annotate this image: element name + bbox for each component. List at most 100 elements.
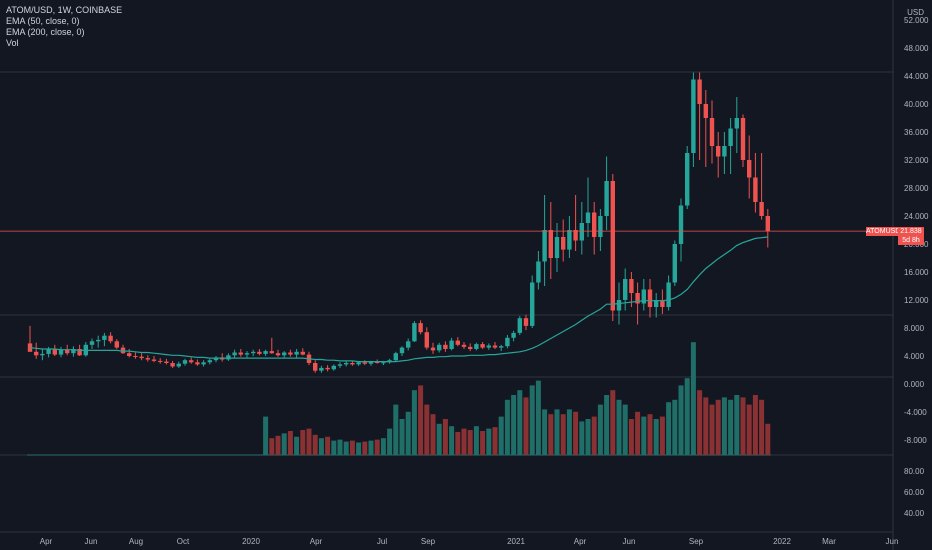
candle bbox=[691, 72, 696, 167]
candle bbox=[176, 361, 181, 368]
candle bbox=[238, 349, 243, 357]
indicator-axis[interactable]: 80.00 60.00 40.00 bbox=[904, 467, 925, 518]
volume-bar bbox=[635, 411, 641, 455]
last-price-value: 21.838 bbox=[900, 228, 922, 235]
candle bbox=[269, 337, 274, 354]
candle bbox=[294, 349, 299, 359]
candle bbox=[412, 321, 417, 342]
candle bbox=[592, 202, 597, 255]
candle bbox=[468, 343, 473, 352]
volume-bar bbox=[325, 436, 331, 455]
indicator-ema200[interactable]: EMA (200, close, 0) bbox=[6, 27, 85, 37]
volume-bar bbox=[548, 414, 554, 455]
volume-bar bbox=[498, 416, 504, 455]
x-tick-label: Jun bbox=[85, 537, 98, 546]
x-tick-label: Jun bbox=[886, 537, 899, 546]
volume-bar bbox=[697, 390, 703, 455]
candle bbox=[331, 364, 336, 371]
volume-bar bbox=[411, 390, 417, 455]
volume-bar bbox=[312, 434, 318, 455]
candle bbox=[443, 341, 448, 352]
candle bbox=[127, 349, 132, 358]
candle bbox=[561, 219, 566, 262]
candle bbox=[89, 338, 95, 349]
candle bbox=[449, 337, 454, 351]
candle bbox=[598, 209, 603, 251]
x-tick-label: 2020 bbox=[242, 537, 260, 546]
candle bbox=[418, 320, 423, 335]
candle bbox=[300, 348, 305, 356]
candle bbox=[480, 342, 485, 349]
volume-bar bbox=[628, 419, 634, 455]
candle bbox=[362, 360, 367, 366]
symbol-title[interactable]: ATOM/USD, 1W, COINBASE bbox=[6, 5, 123, 15]
y-tick-label: 40.000 bbox=[904, 100, 929, 109]
x-tick-label: Apr bbox=[574, 537, 587, 546]
indicator-ema50[interactable]: EMA (50, close, 0) bbox=[6, 16, 80, 26]
volume-bar bbox=[473, 426, 479, 455]
candle bbox=[151, 356, 157, 363]
volume-bar bbox=[343, 441, 349, 455]
volume-bar bbox=[368, 440, 374, 455]
volume-bar bbox=[387, 428, 393, 455]
candle bbox=[740, 114, 746, 167]
currency-label[interactable]: USD bbox=[907, 8, 924, 17]
candle bbox=[567, 216, 572, 258]
candle bbox=[703, 90, 708, 167]
x-tick-label: Apr bbox=[40, 537, 53, 546]
candle bbox=[747, 135, 752, 199]
volume-bar bbox=[362, 441, 368, 455]
volume-bar bbox=[461, 428, 467, 455]
candle bbox=[604, 156, 609, 230]
ema50-line bbox=[29, 236, 768, 363]
volume-bar bbox=[318, 438, 324, 455]
volume-bar bbox=[585, 419, 591, 455]
candle bbox=[108, 332, 113, 344]
volume-bar bbox=[424, 404, 430, 455]
candle bbox=[536, 251, 541, 290]
volume-bar bbox=[566, 409, 572, 455]
volume-bar bbox=[715, 399, 721, 455]
candle bbox=[554, 223, 560, 272]
volume-bar bbox=[666, 402, 672, 455]
candle bbox=[201, 360, 206, 367]
y-tick-label: -8.000 bbox=[904, 436, 927, 445]
volume-bar bbox=[449, 426, 455, 455]
candle bbox=[139, 353, 144, 361]
volume-bar bbox=[560, 414, 566, 455]
y-tick-label: 24.000 bbox=[904, 212, 929, 221]
x-tick-label: 2021 bbox=[507, 537, 525, 546]
candle bbox=[337, 362, 343, 368]
candle bbox=[195, 359, 200, 366]
candle bbox=[672, 240, 677, 286]
candle bbox=[635, 282, 640, 325]
volume-bar bbox=[765, 423, 771, 455]
last-price-tag: 21.838 5d 8h bbox=[898, 227, 924, 245]
time-axis[interactable]: Apr Jun Aug Oct 2020 Apr Jul Sep 2021 Apr Jun Sep 20… bbox=[40, 537, 899, 546]
candle bbox=[728, 118, 733, 174]
candle bbox=[164, 358, 169, 365]
candle bbox=[120, 344, 126, 354]
candle bbox=[257, 349, 262, 356]
candle bbox=[734, 97, 739, 153]
indicator-volume[interactable]: Vol bbox=[6, 38, 19, 48]
candle bbox=[499, 344, 504, 352]
candle bbox=[641, 279, 646, 311]
candle bbox=[629, 272, 634, 307]
volume-bar bbox=[542, 409, 548, 455]
volume-bar bbox=[573, 411, 579, 455]
volume-bar bbox=[647, 414, 653, 455]
chart-legend: ATOM/USD, 1W, COINBASE EMA (50, close, 0… bbox=[6, 5, 122, 49]
volume-bar bbox=[430, 414, 436, 455]
volume-bar bbox=[610, 390, 616, 455]
candle bbox=[486, 343, 491, 350]
candle bbox=[765, 209, 770, 248]
volume-bar bbox=[511, 395, 517, 455]
candle bbox=[52, 344, 57, 356]
candle bbox=[406, 338, 411, 351]
candle bbox=[96, 335, 101, 348]
candle bbox=[697, 72, 702, 160]
candle bbox=[548, 202, 553, 279]
volume-bar bbox=[300, 430, 306, 455]
